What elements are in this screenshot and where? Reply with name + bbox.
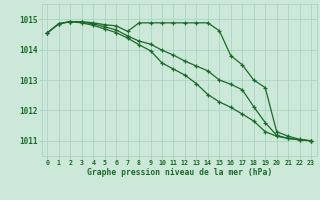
X-axis label: Graphe pression niveau de la mer (hPa): Graphe pression niveau de la mer (hPa) xyxy=(87,168,272,177)
